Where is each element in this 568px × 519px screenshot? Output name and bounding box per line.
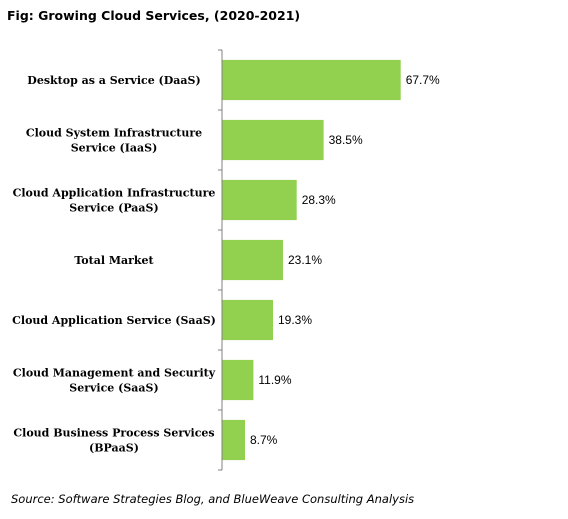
source-note: Source: Software Strategies Blog, and Bl… — [11, 492, 415, 506]
value-label: 28.3% — [302, 193, 336, 207]
bars-layer: 67.7% Desktop as a Service (DaaS) 38.5% Clo… — [12, 49, 440, 471]
bar-3 — [222, 239, 283, 281]
value-label: 38.5% — [329, 133, 363, 147]
category-label: Cloud System Infrastructure Service (IaaS… — [26, 127, 202, 155]
bar-6 — [222, 419, 245, 461]
bar-1 — [222, 119, 324, 161]
bar-0 — [222, 59, 401, 101]
value-label: 67.7% — [406, 73, 440, 87]
bar-4 — [222, 299, 273, 341]
category-label: Cloud Application Service (SaaS) — [12, 314, 216, 327]
bar-5 — [222, 359, 254, 401]
value-label: 11.9% — [258, 373, 291, 387]
category-label: Cloud Management and Security Service (Sa… — [13, 367, 216, 395]
category-label: Total Market — [74, 254, 154, 267]
bar-2 — [222, 179, 297, 221]
value-label: 8.7% — [250, 433, 278, 447]
category-label: Desktop as a Service (DaaS) — [27, 74, 200, 87]
value-label: 23.1% — [288, 253, 322, 267]
chart-title: Fig: Growing Cloud Services, (2020-2021) — [7, 8, 301, 23]
value-label: 19.3% — [278, 313, 312, 327]
category-label: Cloud Business Process Services (BPaaS) — [13, 427, 214, 455]
category-label: Cloud Application Infrastructure Service … — [13, 187, 216, 215]
